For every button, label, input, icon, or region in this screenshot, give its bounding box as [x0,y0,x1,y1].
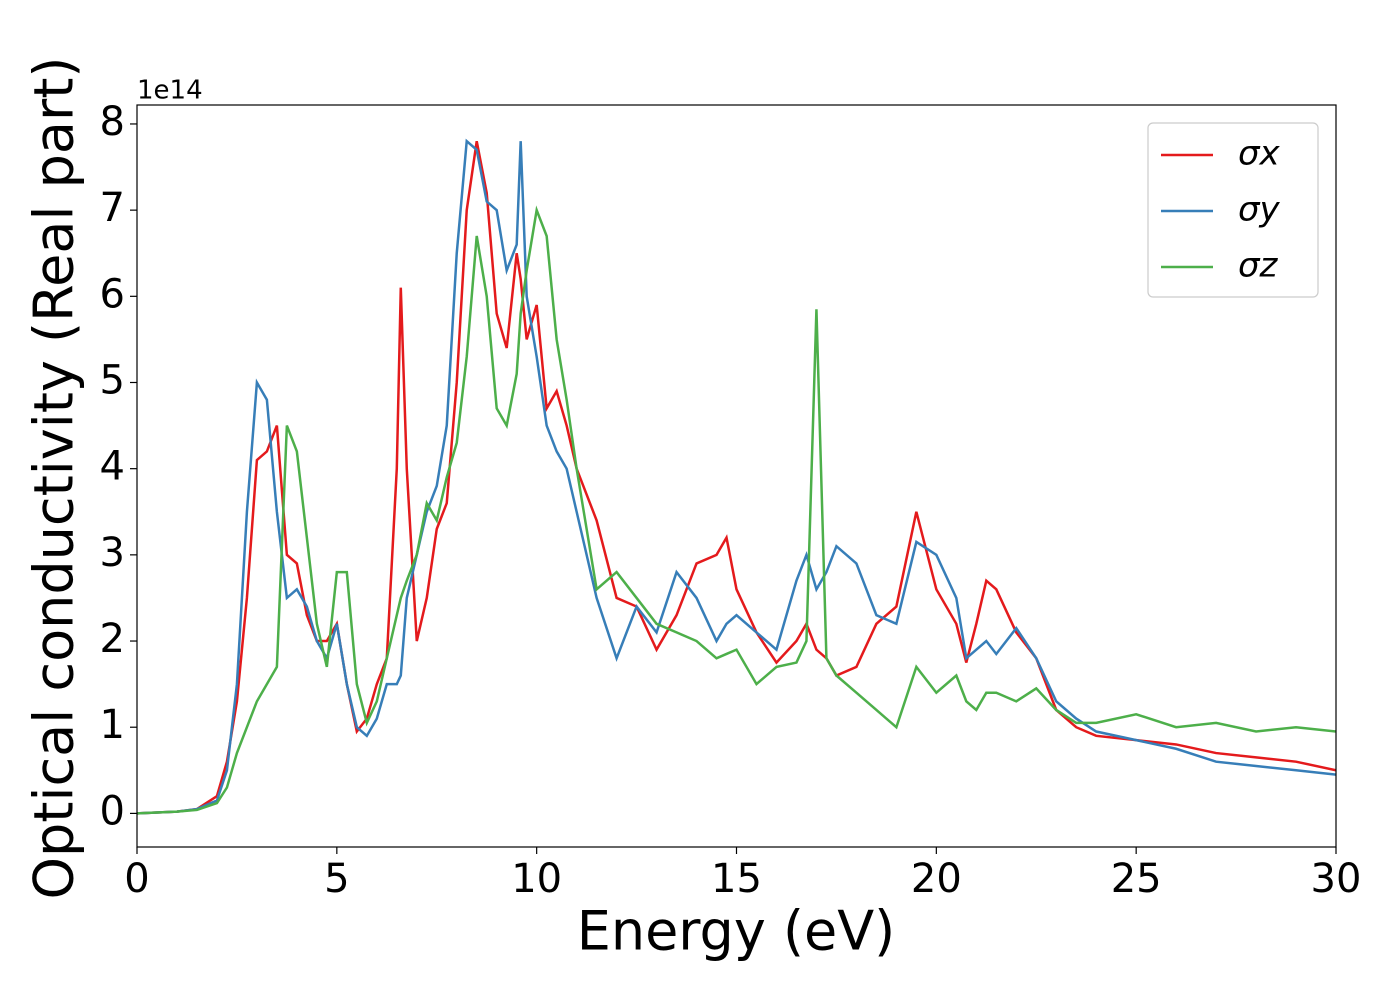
y-tick-label: 5 [100,357,125,403]
legend-label: σz [1238,246,1279,286]
y-axis-label: Optical conductivity (Real part) [23,57,86,900]
x-tick-label: 25 [1111,856,1162,902]
y-tick-label: 6 [100,271,125,317]
x-tick-label: 30 [1311,856,1362,902]
series-line [137,138,1336,815]
legend-label: σy [1238,190,1281,230]
legend-label: σx [1238,134,1281,174]
y-tick-label: 2 [100,616,125,662]
offset-label: 1e14 [137,76,203,106]
x-axis-label: Energy (eV) [577,900,896,963]
y-tick-label: 8 [100,99,125,145]
plot-frame [136,104,1337,848]
x-tick-label: 10 [511,856,562,902]
x-tick-label: 20 [911,856,962,902]
y-tick-label: 1 [100,702,125,748]
y-tick-label: 4 [100,444,125,490]
y-tick-label: 3 [100,530,125,576]
y-tick-label: 0 [100,788,125,834]
x-tick-label: 15 [711,856,762,902]
legend-box [1147,122,1319,298]
y-tick-label: 7 [100,185,125,231]
series-line [137,205,1336,815]
x-tick-label: 0 [124,856,149,902]
x-tick-label: 5 [324,856,349,902]
